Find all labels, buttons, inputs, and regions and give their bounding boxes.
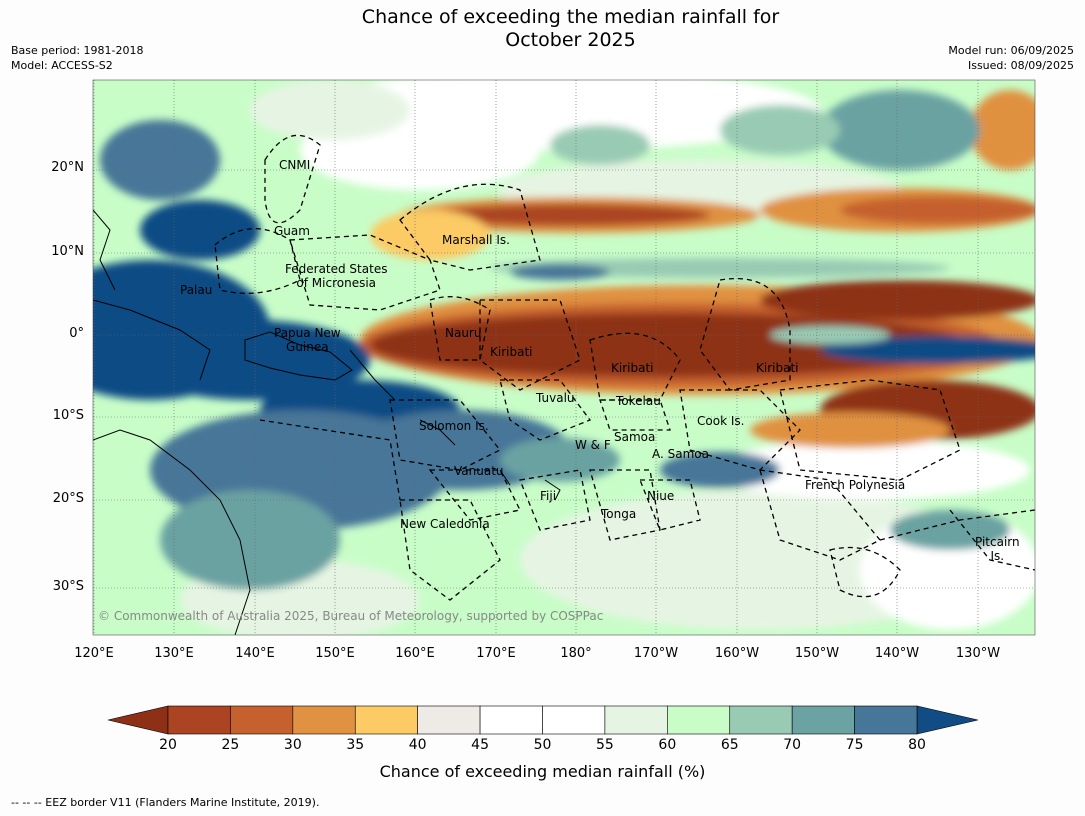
lon-label-140w: 140°W — [874, 646, 920, 661]
lon-label-170w: 170°W — [633, 646, 679, 661]
lat-label-0: 0° — [69, 326, 84, 341]
place-fiji: Fiji — [540, 489, 557, 503]
place-new-caledonia: New Caledonia — [400, 517, 490, 531]
colorbar-tick-label: 25 — [221, 737, 240, 753]
place-samoa: Samoa — [614, 430, 656, 444]
lon-label-180: 180° — [560, 646, 592, 661]
place-png-line2: Guinea — [286, 340, 329, 354]
eez-footnote: -- -- -- EEZ border V11 (Flanders Marine… — [11, 796, 320, 809]
model-run: Model run: 06/09/2025 — [948, 44, 1074, 57]
colorbar-tick-label: 45 — [471, 737, 489, 753]
place-french-polynesia: French Polynesia — [805, 478, 906, 492]
model-info: Base period: 1981-2018 Model: ACCESS-S2 — [11, 43, 143, 73]
probability-field — [93, 80, 1035, 635]
colorbar-segment — [667, 705, 731, 735]
base-period: Base period: 1981-2018 — [11, 44, 144, 57]
lat-label-20n: 20°N — [51, 160, 84, 175]
lon-label-130e: 130°E — [154, 646, 194, 661]
run-info: Model run: 06/09/2025 Issued: 08/09/2025 — [948, 43, 1074, 73]
place-pitcairn-line2: Is. — [990, 549, 1005, 563]
lon-label-150e: 150°E — [315, 646, 355, 661]
colorbar-high-extension — [916, 705, 979, 735]
lon-label-160w: 160°W — [714, 646, 760, 661]
place-png: Papua New Guinea — [274, 326, 341, 354]
lon-label-120e: 120°E — [74, 646, 114, 661]
colorbar-tick-label: 65 — [720, 737, 739, 753]
colorbar-segment — [230, 705, 294, 735]
place-tokelau: Tokelau — [616, 394, 661, 408]
place-wallis-futuna: W & F — [575, 438, 611, 452]
lon-label-160e: 160°E — [395, 646, 435, 661]
place-guam: Guam — [274, 224, 310, 238]
lat-label-20s: 20°S — [52, 491, 84, 506]
colorbar — [107, 705, 979, 735]
colorbar-tick-label: 50 — [533, 737, 552, 753]
place-nauru: Nauru — [445, 326, 482, 340]
place-cook-islands: Cook Is. — [697, 414, 745, 428]
lon-label-170e: 170°E — [476, 646, 516, 661]
place-micronesia-line2: of Micronesia — [296, 276, 377, 290]
colorbar-title: Chance of exceeding median rainfall (%) — [379, 762, 706, 781]
colorbar-segment — [354, 705, 418, 735]
lon-label-140e: 140°E — [235, 646, 275, 661]
place-pitcairn: Pitcairn Is. — [975, 535, 1020, 563]
lat-label-10n: 10°N — [51, 244, 84, 259]
colorbar-tick-label: 55 — [595, 737, 614, 753]
copyright-notice: © Commonwealth of Australia 2025, Bureau… — [98, 609, 604, 623]
place-micronesia: Federated States of Micronesia — [285, 262, 387, 290]
graticule — [93, 80, 1035, 635]
colorbar-segment — [292, 705, 356, 735]
colorbar-segment — [729, 705, 793, 735]
place-kiribati-east: Kiribati — [756, 361, 799, 375]
place-american-samoa: A. Samoa — [652, 447, 709, 461]
map-area — [93, 80, 1035, 635]
lat-label-30s: 30°S — [52, 579, 84, 594]
title-line-2: October 2025 — [505, 29, 636, 51]
map-title: Chance of exceeding the median rainfall … — [0, 6, 1085, 52]
lon-label-150w: 150°W — [794, 646, 840, 661]
place-vanuatu: Vanuatu — [454, 464, 504, 478]
colorbar-tick-label: 30 — [283, 737, 302, 753]
colorbar-tick-label: 20 — [159, 737, 177, 753]
colorbar-low-extension — [107, 705, 169, 735]
place-pitcairn-line1: Pitcairn — [975, 535, 1020, 549]
place-tuvalu: Tuvalu — [536, 391, 575, 405]
coastlines — [93, 209, 561, 635]
issued-date: Issued: 08/09/2025 — [967, 59, 1074, 72]
eez-borders — [214, 134, 1035, 601]
place-kiribati-west: Kiribati — [490, 345, 533, 359]
map-frame — [92, 79, 1036, 636]
colorbar-segment — [417, 705, 481, 735]
place-palau: Palau — [180, 283, 213, 297]
colorbar-tick-label: 40 — [408, 737, 427, 753]
title-line-1: Chance of exceeding the median rainfall … — [361, 6, 780, 28]
lat-label-10s: 10°S — [52, 408, 84, 423]
place-cnmi: CNMI — [279, 158, 311, 172]
colorbar-tick-label: 60 — [658, 737, 677, 753]
colorbar-segment — [542, 705, 606, 735]
place-niue: Niue — [647, 489, 675, 503]
colorbar-tick-label: 80 — [908, 737, 926, 753]
place-kiribati-central: Kiribati — [611, 361, 654, 375]
colorbar-tick-label: 70 — [783, 737, 802, 753]
place-marshall-islands: Marshall Is. — [442, 233, 510, 247]
model-name: Model: ACCESS-S2 — [11, 59, 113, 72]
lon-label-130w: 130°W — [955, 646, 1001, 661]
colorbar-segment — [167, 705, 231, 735]
colorbar-segment — [479, 705, 543, 735]
place-png-line1: Papua New — [274, 326, 341, 340]
colorbar-tick-label: 75 — [845, 737, 864, 753]
place-tonga: Tonga — [601, 507, 637, 521]
place-micronesia-line1: Federated States — [285, 262, 388, 276]
place-solomon-islands: Solomon Is. — [419, 419, 489, 433]
colorbar-segment — [604, 705, 668, 735]
colorbar-tick-label: 35 — [346, 737, 365, 753]
colorbar-segment — [791, 705, 855, 735]
colorbar-segment — [854, 705, 918, 735]
